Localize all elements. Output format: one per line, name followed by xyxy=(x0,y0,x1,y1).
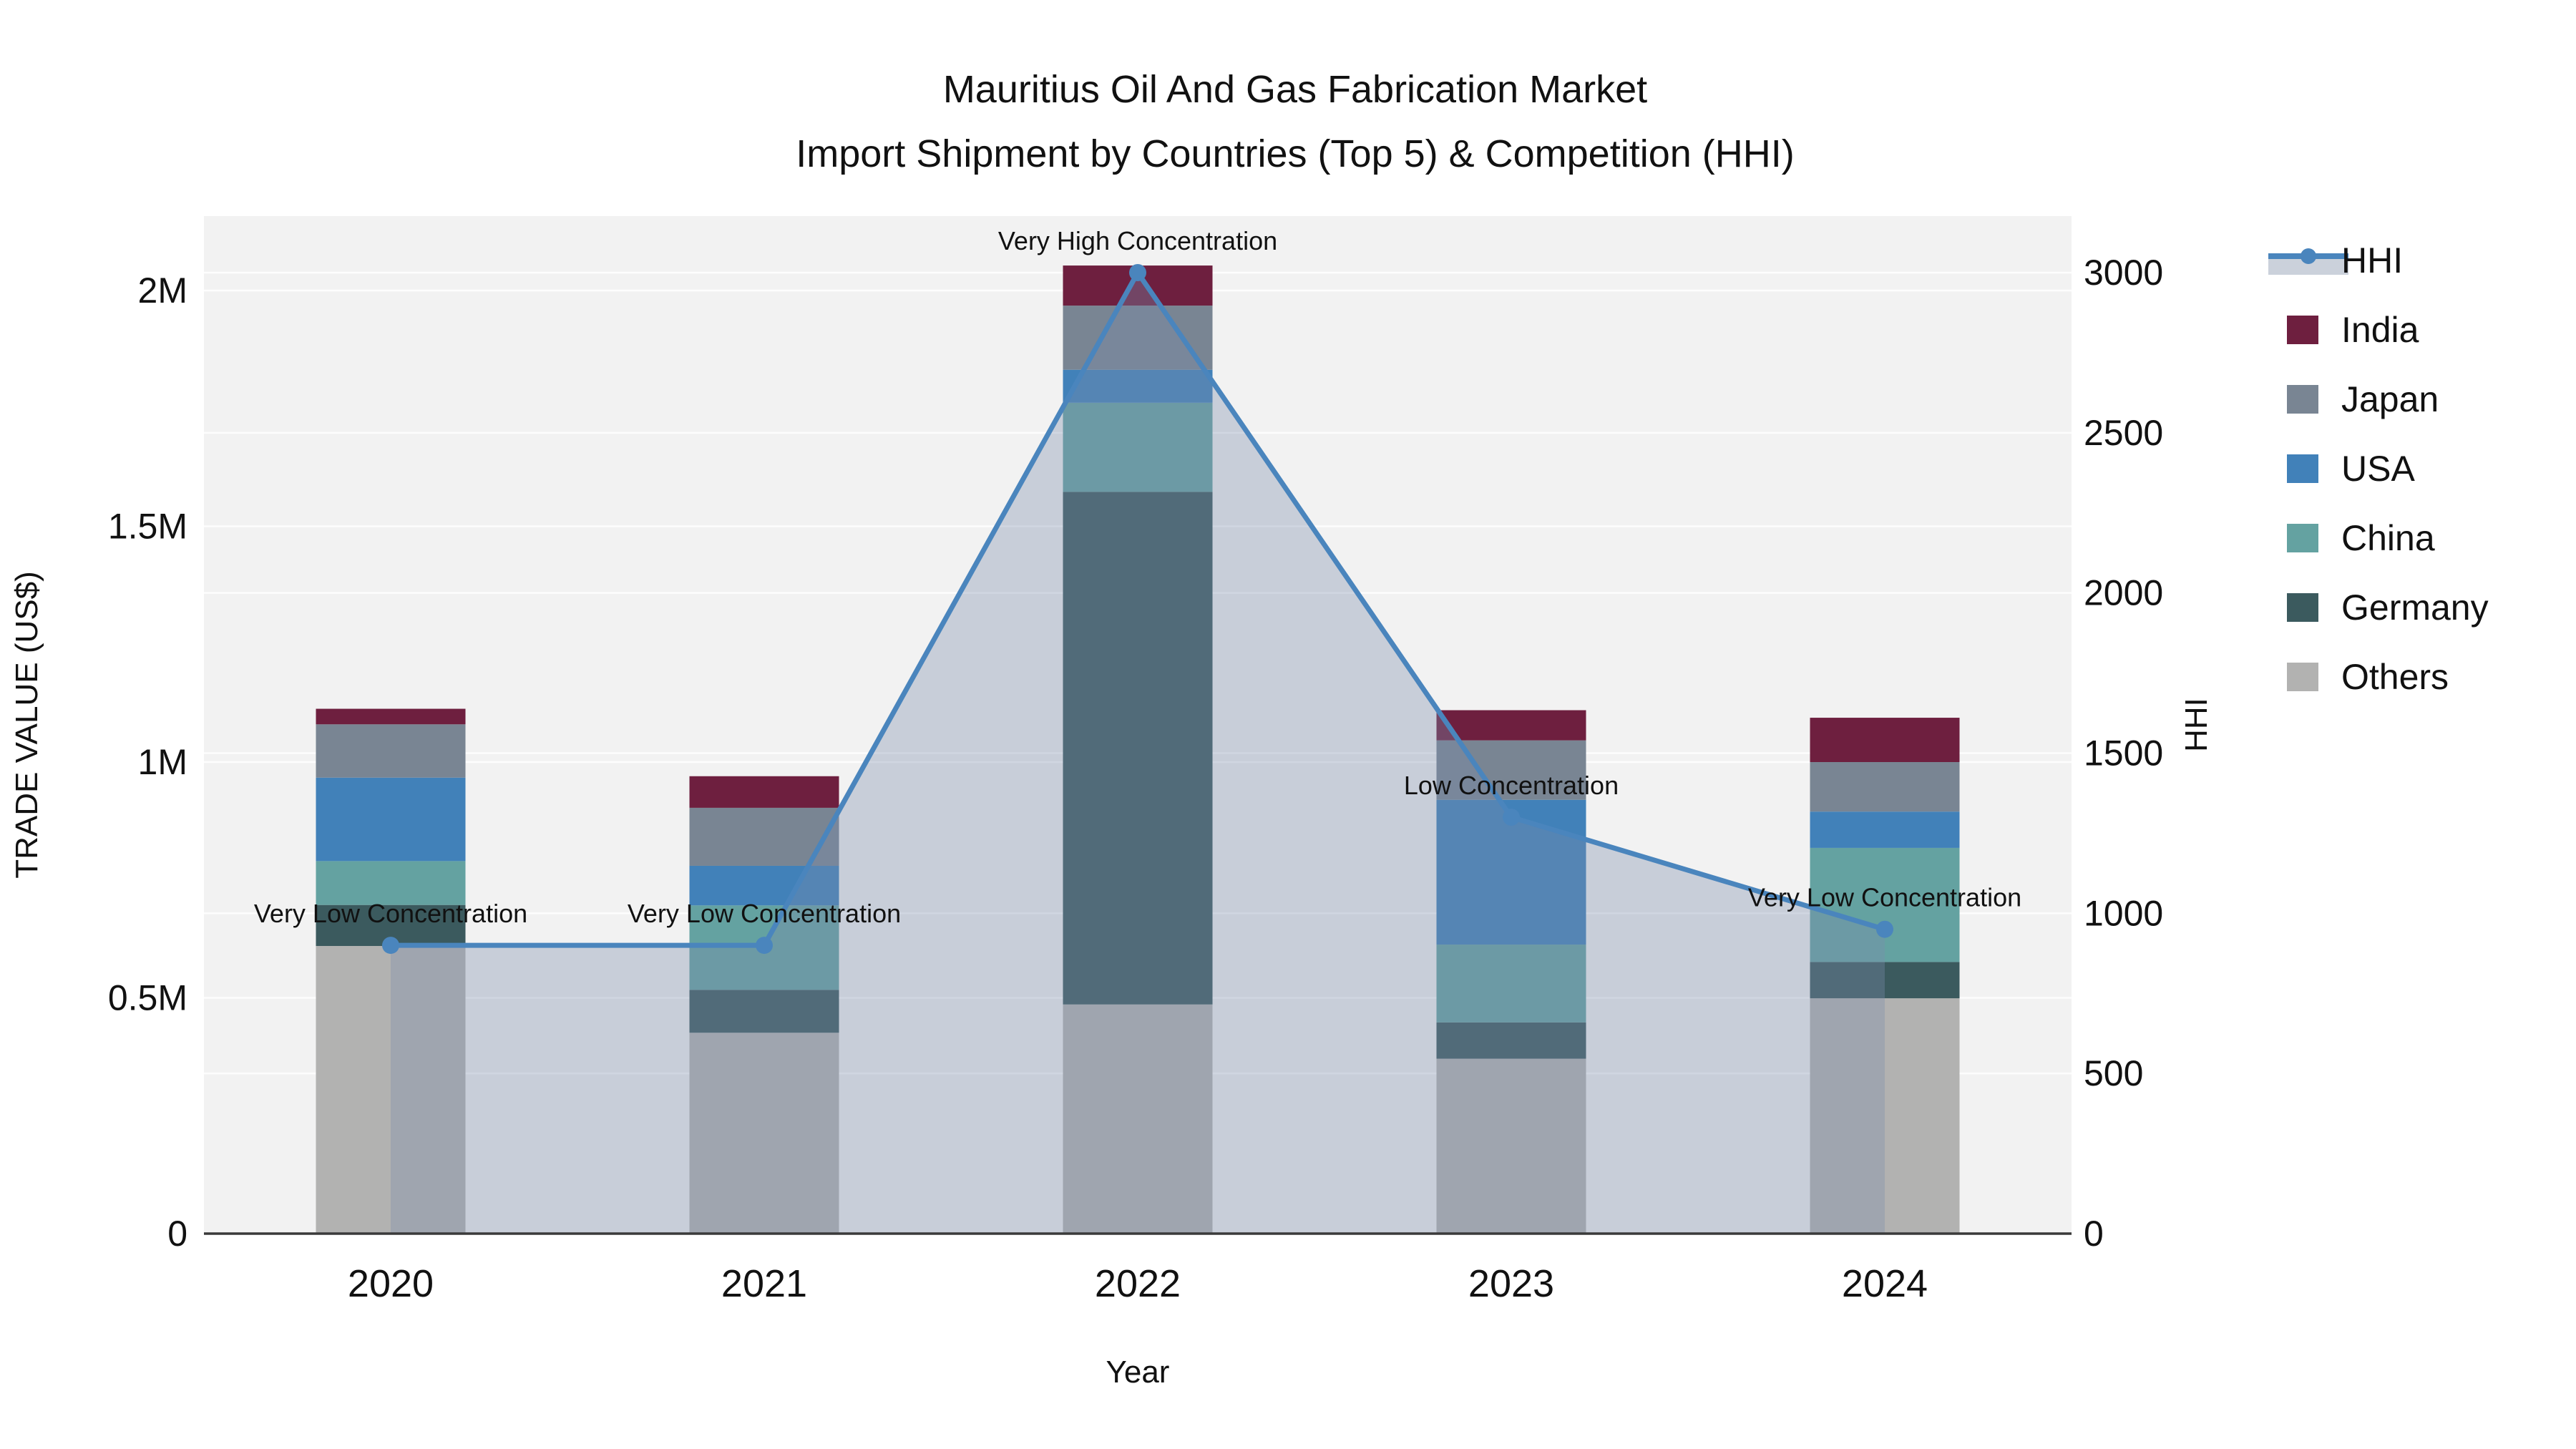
legend-swatch-germany xyxy=(2287,593,2318,622)
right-tick-1000: 1000 xyxy=(2084,893,2163,933)
hhi-area-fill xyxy=(391,273,1885,1234)
legend: HHI India Japan USA China Germany Others xyxy=(2268,240,2489,697)
annotation-2024: Very Low Concentration xyxy=(1748,883,2021,912)
right-tick-3000: 3000 xyxy=(2084,253,2163,293)
annotation-2020: Very Low Concentration xyxy=(254,899,527,928)
bar-segment-germany-2021[interactable] xyxy=(689,990,839,1033)
bar-segment-usa-2020[interactable] xyxy=(316,777,466,862)
legend-label-hhi: HHI xyxy=(2341,240,2403,280)
bar-segment-others-2023[interactable] xyxy=(1436,1058,1586,1234)
bar-segment-others-2024[interactable] xyxy=(1810,998,1960,1234)
bar-segment-usa-2024[interactable] xyxy=(1810,811,1960,848)
hhi-point-2024[interactable] xyxy=(1876,920,1893,938)
legend-label-china: China xyxy=(2341,518,2435,558)
annotations: Very Low Concentration Very Low Concentra… xyxy=(254,226,2021,928)
x-axis-title: Year xyxy=(1106,1355,1170,1390)
bar-segment-germany-2024[interactable] xyxy=(1810,962,1960,999)
tick-labels: 0 0.5M 1M 1.5M 2M 0 500 1000 1500 2000 2500 3000 202… xyxy=(108,253,2163,1305)
left-tick-0.5M: 0.5M xyxy=(108,978,187,1018)
x-tick-2022: 2022 xyxy=(1095,1262,1181,1305)
legend-label-india: India xyxy=(2341,310,2419,350)
legend-hhi-marker xyxy=(2301,248,2316,264)
right-tick-2500: 2500 xyxy=(2084,413,2163,453)
left-tick-1.5M: 1.5M xyxy=(108,507,187,547)
right-axis-title: HHI xyxy=(2179,698,2214,752)
bar-segment-china-2020[interactable] xyxy=(316,861,466,905)
stacked-bars xyxy=(316,265,1960,1234)
legend-item-china[interactable]: China xyxy=(2287,518,2435,558)
bar-segment-japan-2023[interactable] xyxy=(1436,740,1586,800)
bar-segment-others-2022[interactable] xyxy=(1063,1004,1213,1234)
right-tick-1500: 1500 xyxy=(2084,733,2163,774)
right-tick-2000: 2000 xyxy=(2084,573,2163,613)
bar-segment-india-2023[interactable] xyxy=(1436,710,1586,741)
hhi-area xyxy=(391,273,1885,1234)
hhi-point-2020[interactable] xyxy=(382,937,399,955)
legend-item-india[interactable]: India xyxy=(2287,310,2419,350)
bar-segment-india-2020[interactable] xyxy=(316,708,466,725)
left-axis-title: TRADE VALUE (US$) xyxy=(9,571,44,879)
legend-label-germany: Germany xyxy=(2341,587,2489,628)
bar-segment-india-2024[interactable] xyxy=(1810,718,1960,762)
bar-segment-japan-2020[interactable] xyxy=(316,724,466,778)
annotation-2023: Low Concentration xyxy=(1404,771,1619,800)
legend-swatch-india xyxy=(2287,316,2318,344)
bar-segment-china-2022[interactable] xyxy=(1063,402,1213,492)
annotation-2022: Very High Concentration xyxy=(998,226,1277,255)
legend-swatch-china xyxy=(2287,524,2318,552)
legend-label-usa: USA xyxy=(2341,449,2415,489)
annotation-2021: Very Low Concentration xyxy=(628,899,901,928)
hhi-point-2023[interactable] xyxy=(1503,809,1520,826)
legend-item-japan[interactable]: Japan xyxy=(2287,379,2439,419)
hhi-point-2021[interactable] xyxy=(756,937,773,955)
legend-item-others[interactable]: Others xyxy=(2287,657,2449,697)
legend-swatch-japan xyxy=(2287,385,2318,414)
bar-segment-germany-2023[interactable] xyxy=(1436,1022,1586,1059)
left-tick-0: 0 xyxy=(167,1214,187,1254)
left-tick-1M: 1M xyxy=(138,742,187,782)
legend-label-japan: Japan xyxy=(2341,379,2439,419)
hhi-point-2022[interactable] xyxy=(1129,264,1146,281)
right-tick-0: 0 xyxy=(2084,1214,2104,1254)
legend-item-usa[interactable]: USA xyxy=(2287,449,2415,489)
bar-segment-germany-2022[interactable] xyxy=(1063,492,1213,1005)
legend-label-others: Others xyxy=(2341,657,2449,697)
bar-segment-china-2023[interactable] xyxy=(1436,945,1586,1023)
bar-segment-others-2021[interactable] xyxy=(689,1033,839,1234)
chart-title-line1: Mauritius Oil And Gas Fabrication Market xyxy=(943,68,1647,111)
x-tick-2021: 2021 xyxy=(721,1262,807,1305)
bar-segment-usa-2021[interactable] xyxy=(689,865,839,906)
legend-swatch-others xyxy=(2287,663,2318,691)
x-tick-2024: 2024 xyxy=(1842,1262,1928,1305)
bar-segment-japan-2024[interactable] xyxy=(1810,762,1960,812)
legend-swatch-usa xyxy=(2287,454,2318,483)
right-tick-500: 500 xyxy=(2084,1053,2143,1093)
left-tick-2M: 2M xyxy=(138,270,187,311)
legend-item-hhi[interactable]: HHI xyxy=(2268,240,2403,280)
hhi-line xyxy=(382,264,1893,955)
legend-item-germany[interactable]: Germany xyxy=(2287,587,2489,628)
x-tick-2023: 2023 xyxy=(1468,1262,1554,1305)
bar-segment-usa-2022[interactable] xyxy=(1063,369,1213,403)
bar-segment-china-2024[interactable] xyxy=(1810,847,1960,962)
bar-segment-others-2020[interactable] xyxy=(316,946,466,1234)
bar-segment-india-2021[interactable] xyxy=(689,776,839,808)
chart-title-line2: Import Shipment by Countries (Top 5) & C… xyxy=(796,132,1795,175)
x-tick-2020: 2020 xyxy=(348,1262,434,1305)
